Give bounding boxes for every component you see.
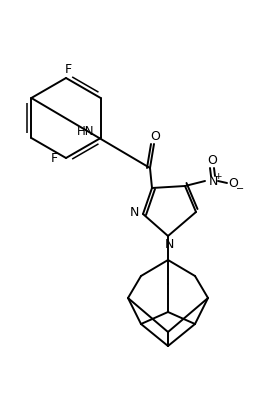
- Text: HN: HN: [77, 124, 95, 137]
- Text: N: N: [164, 238, 174, 251]
- Text: N: N: [208, 175, 218, 187]
- Text: O: O: [207, 154, 217, 166]
- Text: N: N: [129, 206, 139, 219]
- Text: F: F: [64, 63, 72, 76]
- Text: F: F: [50, 152, 58, 164]
- Text: O: O: [228, 177, 238, 190]
- Text: O: O: [150, 129, 160, 143]
- Text: +: +: [214, 171, 222, 181]
- Text: −: −: [236, 184, 244, 194]
